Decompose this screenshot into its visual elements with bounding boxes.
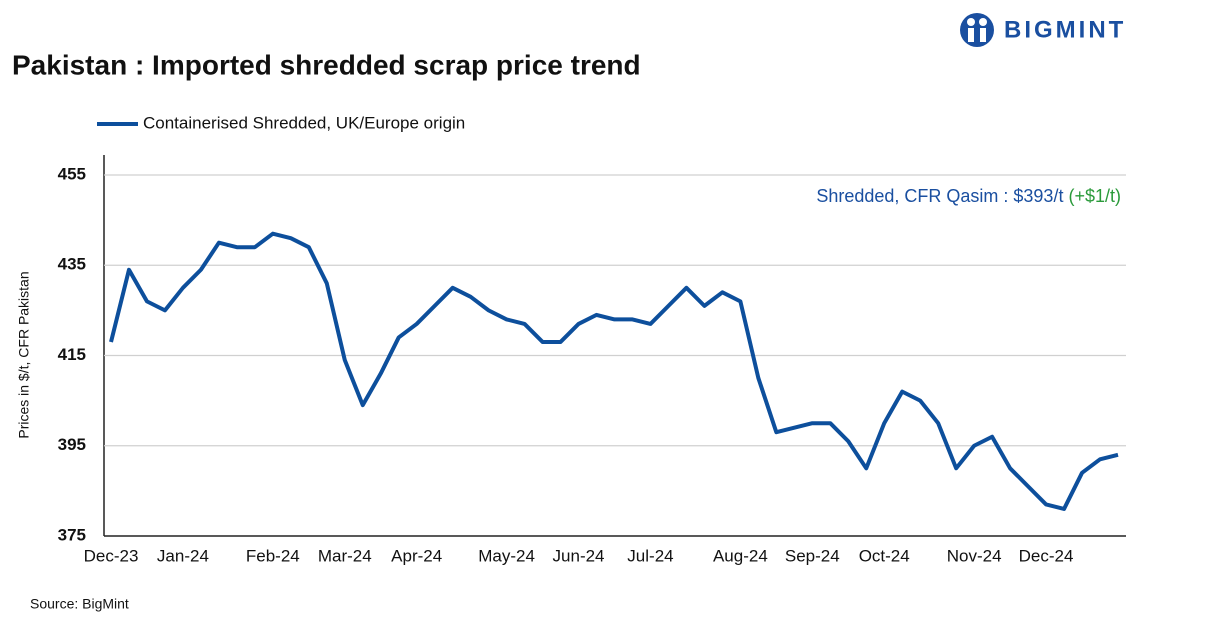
x-tick-label: Apr-24 [391,546,442,565]
annotation-change: (+$1/t) [1068,186,1121,206]
y-tick-label: 455 [58,164,86,183]
x-tick-label: Nov-24 [947,546,1002,565]
annotation: Shredded, CFR Qasim : $393/t (+$1/t) [816,186,1121,206]
x-tick-label: Dec-23 [84,546,139,565]
source: Source: BigMint [30,596,129,612]
chart-title: Pakistan : Imported shredded scrap price… [12,49,641,80]
x-tick-label: Feb-24 [246,546,300,565]
x-tick-label: Dec-24 [1019,546,1074,565]
brand: BIGMINT [1004,16,1126,43]
logo-icon [960,13,994,47]
y-tick-label: 375 [58,525,86,544]
y-tick-label: 435 [58,255,86,274]
x-tick-label: May-24 [478,546,535,565]
x-tick-label: Sep-24 [785,546,840,565]
annotation-text: Shredded, CFR Qasim : $393/t [816,186,1063,206]
legend-label: Containerised Shredded, UK/Europe origin [143,113,465,132]
x-tick-label: Jun-24 [553,546,605,565]
x-tick-label: Jul-24 [627,546,673,565]
y-tick-label: 395 [58,435,86,454]
x-tick-label: Mar-24 [318,546,372,565]
y-tick-label: 415 [58,345,86,364]
series-line [109,231,1119,511]
x-tick-label: Oct-24 [859,546,910,565]
y-axis-label: Prices in $/t, CFR Pakistan [16,271,32,438]
x-tick-label: Jan-24 [157,546,209,565]
x-tick-label: Aug-24 [713,546,768,565]
